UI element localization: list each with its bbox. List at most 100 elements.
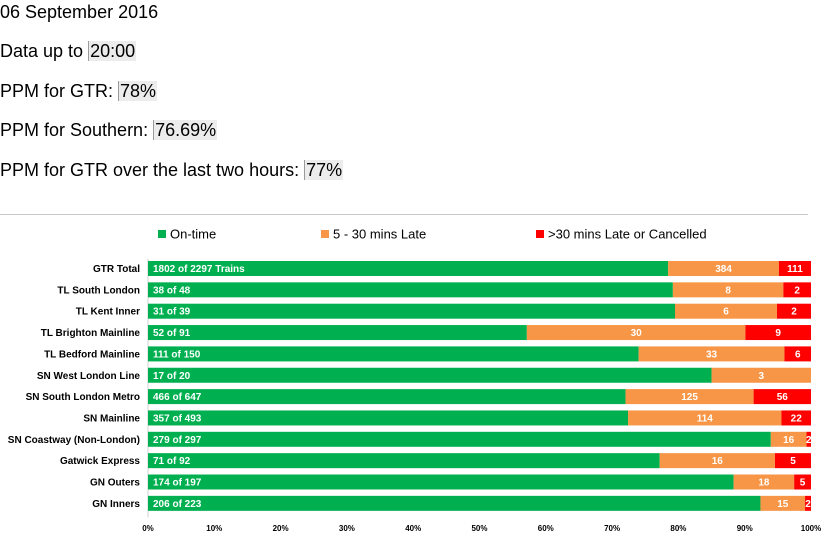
bar-segment-series-1	[148, 261, 669, 276]
data-label: 111	[787, 264, 803, 275]
bar-segment-series-3	[778, 261, 811, 276]
data-up-to-line: Data up to 20:00	[0, 41, 137, 62]
legend-swatch-3	[536, 230, 544, 238]
x-tick-label: 70%	[604, 524, 620, 533]
bar-segment-series-1	[148, 389, 626, 405]
bar-segment-series-1	[148, 474, 734, 490]
report-date: 06 September 2016	[0, 2, 159, 22]
bar-segment-series-1	[148, 431, 771, 447]
legend-label-3: >30 mins Late or Cancelled	[548, 227, 707, 242]
x-tick-label: 100%	[801, 524, 821, 533]
data-up-to-label: Data up to	[0, 41, 89, 61]
data-label: 3	[758, 371, 764, 382]
bar-segment-series-2	[659, 453, 775, 469]
data-label: 18	[758, 478, 770, 489]
data-label: 2	[791, 307, 797, 318]
data-label: 125	[681, 392, 698, 403]
bar-segment-series-3	[805, 495, 811, 511]
category-label: SN West London Line	[37, 371, 141, 382]
stacked-bar-chart: On-time 5 - 30 mins Late >30 mins Late or …	[8, 227, 821, 534]
x-tick-label: 20%	[273, 524, 289, 533]
data-label: 357 of 493	[153, 413, 202, 424]
data-label: 31 of 39	[153, 307, 191, 318]
data-label: 114	[697, 413, 714, 424]
x-tick-label: 90%	[737, 524, 753, 533]
data-label: 6	[795, 349, 801, 360]
bar-segment-series-3	[745, 325, 811, 341]
divider-line	[0, 214, 808, 215]
data-label: 8	[725, 285, 731, 296]
data-label: 206 of 223	[153, 499, 202, 510]
category-label: SN Coastway (Non-London)	[8, 435, 140, 446]
ppm-southern-line: PPM for Southern: 76.69%	[0, 120, 218, 141]
x-tick-label: 0%	[142, 524, 154, 533]
data-label: 6	[723, 307, 729, 318]
x-tick-label: 30%	[339, 524, 355, 533]
data-label: 30	[631, 328, 643, 339]
category-label: GTR Total	[93, 264, 140, 275]
bar-segment-series-2	[526, 325, 746, 341]
bar-segment-series-2	[711, 367, 811, 383]
ppm-gtr-label: PPM for GTR:	[0, 81, 119, 101]
data-label: 2	[805, 499, 811, 510]
bar-segment-series-3	[783, 282, 811, 298]
data-label: 111 of 150	[153, 349, 201, 360]
data-label: 22	[791, 413, 803, 424]
data-label: 16	[712, 456, 724, 467]
bar-segment-series-2	[675, 303, 777, 319]
data-label: 2	[794, 285, 800, 296]
bar-segment-series-3	[781, 410, 811, 426]
data-label: 9	[775, 328, 781, 339]
data-label: 15	[777, 499, 789, 510]
ppm-southern-value: 76.69%	[153, 120, 218, 140]
bar-segment-series-3	[753, 389, 811, 405]
category-label: SN South London Metro	[26, 392, 140, 403]
bar-segment-series-1	[148, 495, 761, 511]
category-label: SN Mainline	[83, 413, 140, 424]
data-label: 2	[806, 435, 812, 446]
bar-segment-series-3	[774, 453, 811, 469]
data-label: 5	[790, 456, 796, 467]
bar-segment-series-2	[760, 495, 806, 511]
category-label: GN Inners	[92, 499, 140, 510]
bar-segment-series-2	[638, 346, 785, 362]
data-label: 5	[800, 478, 806, 489]
category-label: Gatwick Express	[60, 456, 140, 467]
data-label: 38 of 48	[153, 285, 191, 296]
category-label: TL Bedford Mainline	[44, 349, 140, 360]
bar-segment-series-3	[777, 303, 811, 319]
x-tick-label: 50%	[471, 524, 487, 533]
x-tick-label: 10%	[206, 524, 222, 533]
data-label: 1802 of 2297 Trains	[153, 264, 245, 275]
x-tick-label: 80%	[670, 524, 686, 533]
ppm-gtr-two-hours-label: PPM for GTR over the last two hours:	[0, 160, 305, 180]
data-label: 52 of 91	[153, 328, 191, 339]
data-label: 174 of 197	[153, 478, 202, 489]
legend-label-1: On-time	[170, 227, 216, 242]
x-tick-label: 40%	[405, 524, 421, 533]
data-label: 33	[706, 349, 718, 360]
category-label: TL Kent Inner	[76, 307, 140, 318]
bar-segment-series-3	[806, 431, 811, 447]
bar-segment-series-1	[148, 325, 527, 341]
legend-swatch-2	[321, 230, 329, 238]
bar-segment-series-3	[794, 474, 811, 490]
ppm-gtr-two-hours-line: PPM for GTR over the last two hours: 77%	[0, 160, 344, 181]
legend-label-2: 5 - 30 mins Late	[333, 227, 426, 242]
data-label: 466 of 647	[153, 392, 202, 403]
ppm-southern-label: PPM for Southern:	[0, 120, 154, 140]
category-label: TL South London	[57, 285, 140, 296]
data-label: 16	[783, 435, 795, 446]
bar-segment-series-3	[784, 346, 811, 362]
bar-segment-series-1	[148, 453, 660, 469]
data-label: 384	[715, 264, 732, 275]
category-label: GN Outers	[90, 478, 140, 489]
ppm-gtr-line: PPM for GTR: 78%	[0, 81, 158, 102]
bar-segment-series-1	[148, 367, 712, 383]
bar-segment-series-2	[668, 261, 779, 276]
bar-segment-series-1	[148, 346, 639, 362]
bar-segment-series-1	[148, 303, 675, 319]
bar-segment-series-2	[733, 474, 795, 490]
data-label: 71 of 92	[153, 456, 191, 467]
ppm-gtr-value: 78%	[118, 81, 158, 101]
